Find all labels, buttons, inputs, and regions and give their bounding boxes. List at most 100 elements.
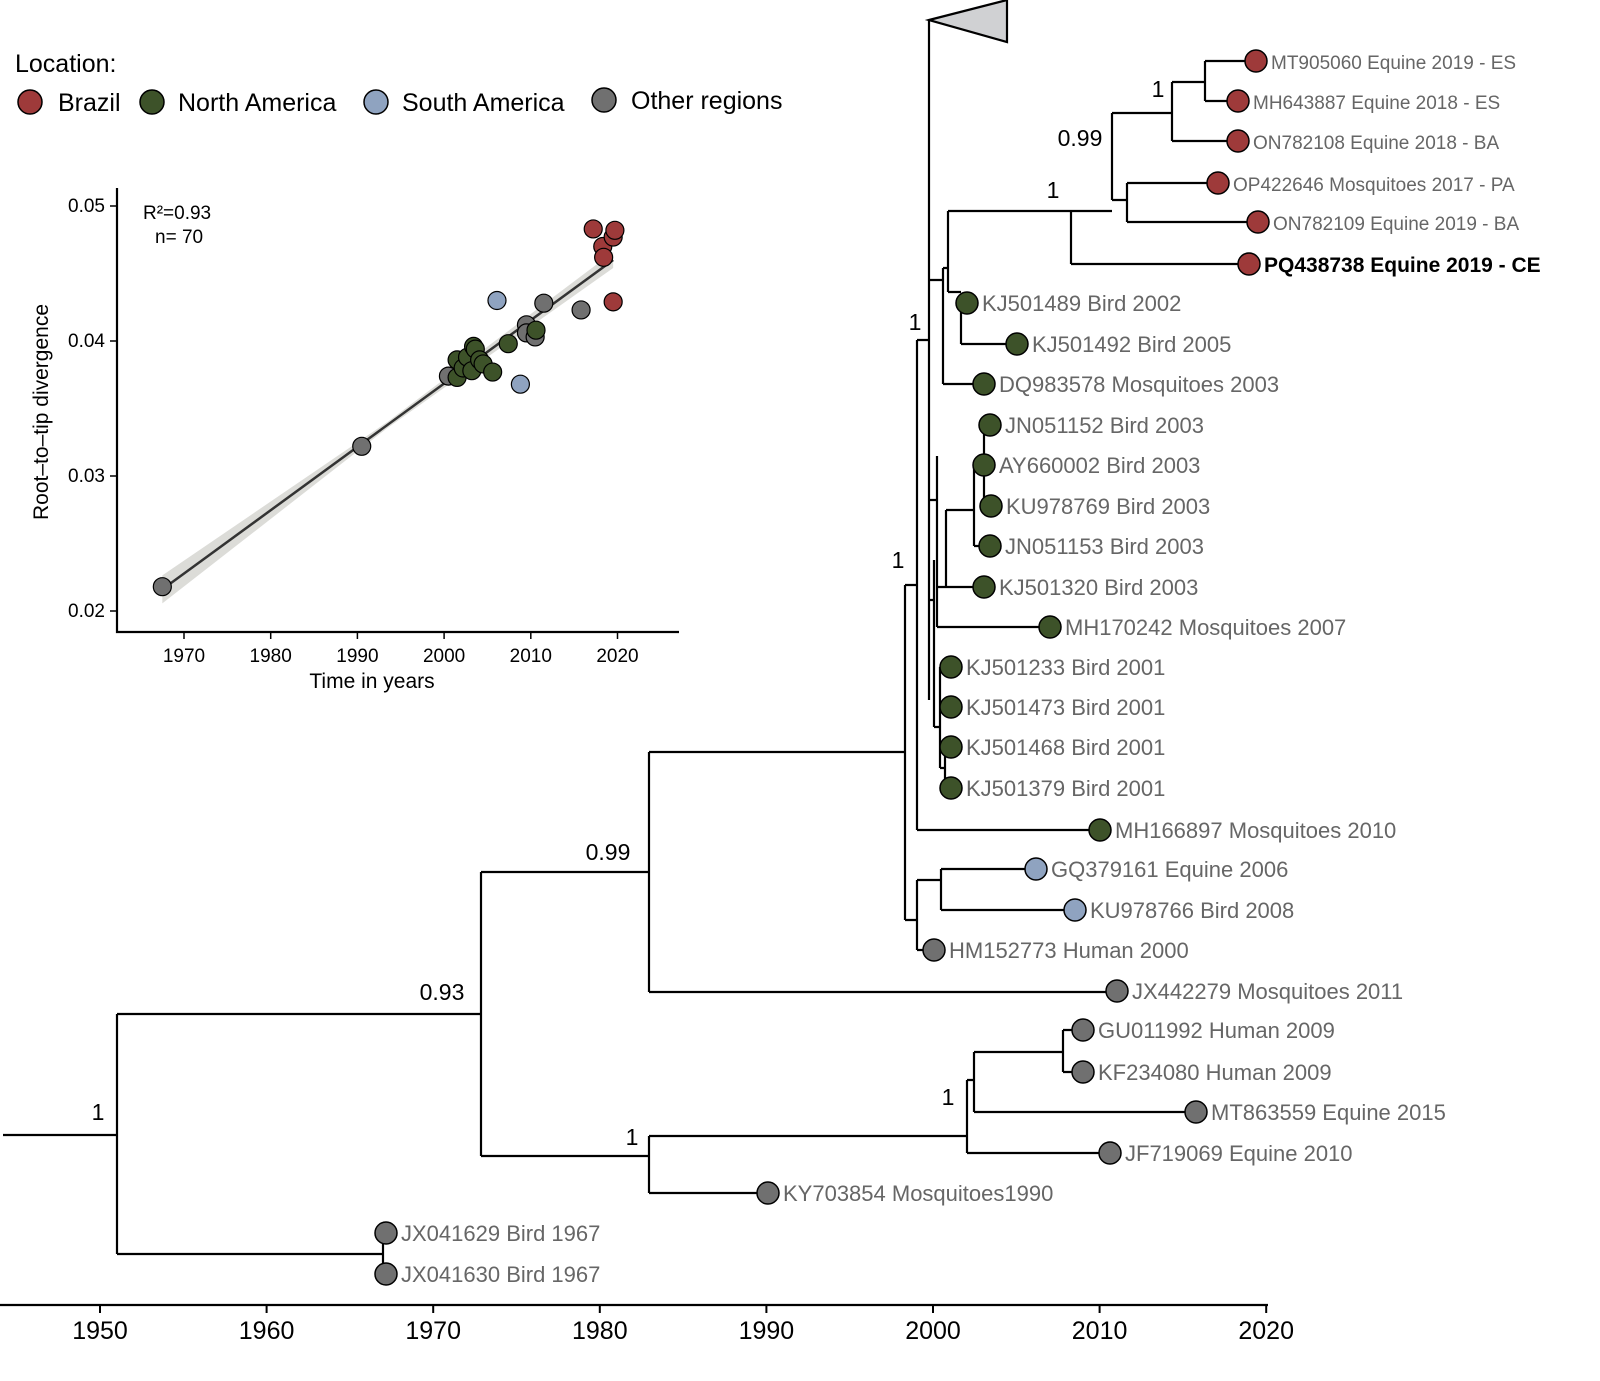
x-axis-label: Time in years — [309, 670, 434, 693]
tip-label: JX442279 Mosquitoes 2011 — [1132, 979, 1403, 1004]
tip-marker — [978, 413, 1002, 437]
inset-root-to-tip-plot: R²=0.93 n= 70 Time in years Root–to–tip … — [30, 188, 679, 693]
time-axis: 1950 1960 1970 1980 1990 2000 2010 2020 — [0, 1303, 1294, 1345]
regression-line — [161, 258, 614, 591]
tip-marker — [939, 735, 963, 759]
inset-x-tick-label: 1990 — [336, 646, 378, 667]
collapsed-clade-triangle — [924, 0, 1009, 44]
tip-marker — [1246, 210, 1270, 234]
tip-marker — [978, 534, 1002, 558]
scatter-point — [594, 247, 614, 267]
scatter-point — [534, 293, 554, 313]
scatter-point — [352, 436, 372, 456]
tip-marker — [756, 1181, 780, 1205]
tip-label: JN051153 Bird 2003 — [1005, 534, 1204, 559]
tip-label: KJ501468 Bird 2001 — [966, 735, 1165, 760]
tip-label: KJ501233 Bird 2001 — [966, 655, 1165, 680]
support-values: 1 0.93 0.99 1 1 1 1 1 0.99 1 — [92, 76, 1165, 1150]
scatter-point — [571, 300, 591, 320]
tip-label: KU978769 Bird 2003 — [1006, 494, 1210, 519]
tip-marker — [955, 291, 979, 315]
tip-label: GQ379161 Equine 2006 — [1051, 857, 1288, 882]
legend-label: Other regions — [631, 87, 782, 115]
support-value: 1 — [92, 1099, 105, 1125]
scatter-point — [498, 334, 518, 354]
tip-label: GU011992 Human 2009 — [1098, 1018, 1335, 1043]
tip-label: HM152773 Human 2000 — [949, 938, 1189, 963]
support-value: 1 — [909, 309, 922, 335]
tip-marker — [972, 453, 996, 477]
support-value: 1 — [942, 1084, 955, 1110]
scatter-point — [487, 290, 507, 311]
support-value: 0.99 — [1058, 125, 1103, 151]
tip-label: AY660002 Bird 2003 — [999, 453, 1200, 478]
tip-marker — [1206, 171, 1230, 195]
tip-marker — [1098, 1141, 1122, 1165]
legend-title: Location: — [15, 50, 116, 78]
tip-label: JF719069 Equine 2010 — [1125, 1141, 1353, 1166]
tip-label: ON782108 Equine 2018 - BA — [1253, 133, 1499, 154]
tip-label: ON782109 Equine 2019 - BA — [1273, 214, 1519, 235]
r2-annotation: R²=0.93 — [143, 203, 211, 224]
tip-marker — [1237, 252, 1261, 276]
tip-marker — [1071, 1060, 1095, 1084]
tip-marker — [1244, 49, 1268, 73]
tip-label: MT863559 Equine 2015 — [1211, 1100, 1446, 1125]
inset-y-tick-label: 0.04 — [68, 331, 105, 352]
tip-label: KJ501489 Bird 2002 — [982, 291, 1181, 316]
n-annotation: n= 70 — [155, 227, 203, 248]
scatter-point — [152, 577, 172, 597]
inset-y-tick-label: 0.03 — [68, 466, 105, 487]
inset-x-tick-label: 1970 — [163, 646, 205, 667]
tip-label: MH170242 Mosquitoes 2007 — [1065, 615, 1346, 640]
tip-label: MT905060 Equine 2019 - ES — [1271, 53, 1516, 74]
inset-x-tick-label: 2000 — [423, 646, 465, 667]
tree-tips: MT905060 Equine 2019 - ES MH643887 Equine… — [374, 49, 1541, 1287]
time-tick-label: 1960 — [239, 1317, 295, 1345]
inset-y-tick-label: 0.02 — [68, 601, 105, 622]
tip-marker — [939, 655, 963, 679]
tip-label: KY703854 Mosquitoes1990 — [783, 1181, 1053, 1206]
tip-marker — [972, 575, 996, 599]
tip-label: DQ983578 Mosquitoes 2003 — [999, 372, 1279, 397]
time-tick-label: 1950 — [72, 1317, 128, 1345]
tip-marker — [374, 1221, 398, 1245]
tip-label: KF234080 Human 2009 — [1098, 1060, 1332, 1085]
tip-label: JX041630 Bird 1967 — [401, 1262, 600, 1287]
scatter-point — [605, 220, 625, 240]
tip-marker — [939, 695, 963, 719]
tip-marker — [1063, 898, 1087, 922]
tip-label: PQ438738 Equine 2019 - CE — [1264, 254, 1541, 277]
tip-marker — [1226, 89, 1250, 113]
time-tick-label: 1970 — [405, 1317, 461, 1345]
time-tick-label: 1990 — [739, 1317, 795, 1345]
support-value: 1 — [1152, 76, 1165, 102]
tip-label: MH166897 Mosquitoes 2010 — [1115, 818, 1396, 843]
time-tick-label: 1980 — [572, 1317, 628, 1345]
scatter-point — [526, 320, 546, 340]
tip-marker — [972, 372, 996, 396]
legend-swatch — [17, 89, 43, 115]
legend-label: South America — [402, 89, 565, 117]
support-value: 0.99 — [586, 839, 631, 865]
tip-marker — [1071, 1018, 1095, 1042]
time-tick-label: 2020 — [1238, 1317, 1294, 1345]
tip-label: OP422646 Mosquitoes 2017 - PA — [1233, 175, 1515, 196]
y-axis-label: Root–to–tip divergence — [30, 304, 53, 520]
tip-label: MH643887 Equine 2018 - ES — [1253, 93, 1500, 114]
inset-x-tick-label: 1980 — [250, 646, 292, 667]
scatter-point — [510, 374, 530, 394]
inset-y-tick-label: 0.05 — [68, 196, 105, 217]
scatter-point — [583, 219, 603, 239]
tip-marker — [1226, 129, 1250, 153]
legend-swatch — [591, 87, 617, 113]
legend-label: Brazil — [58, 89, 121, 117]
support-value: 1 — [1047, 177, 1060, 203]
tip-marker — [1105, 979, 1129, 1003]
tip-marker — [1024, 857, 1048, 881]
inset-x-tick-label: 2020 — [596, 646, 638, 667]
tip-label: KJ501492 Bird 2005 — [1032, 332, 1231, 357]
support-value: 1 — [892, 547, 905, 573]
time-tick-label: 2010 — [1072, 1317, 1128, 1345]
inset-x-tick-label: 2010 — [510, 646, 552, 667]
